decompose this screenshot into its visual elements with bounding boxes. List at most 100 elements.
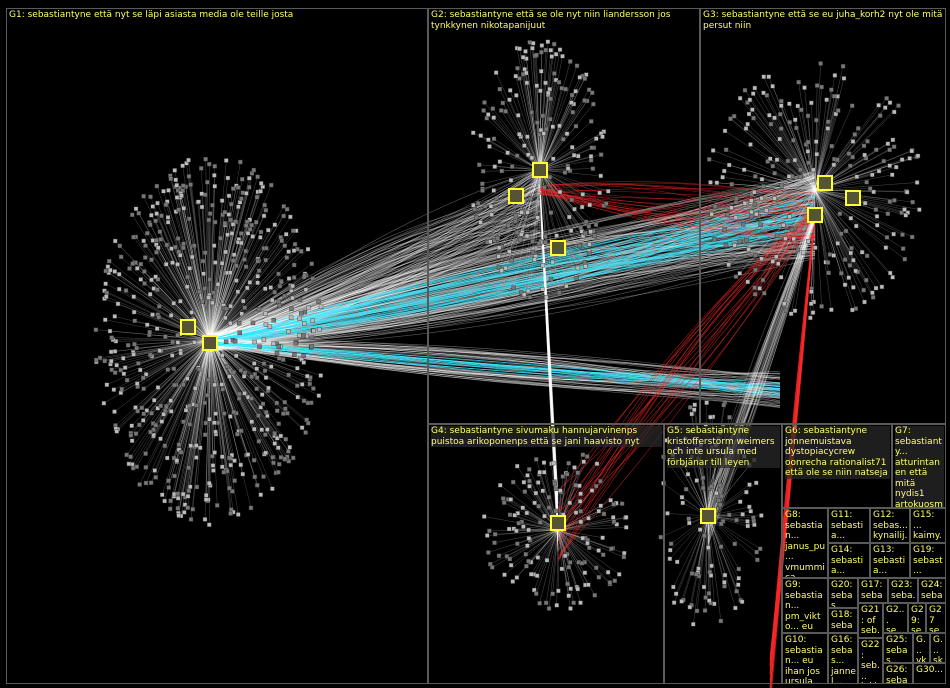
edge (488, 114, 541, 171)
edge (184, 339, 211, 505)
edge (763, 76, 816, 191)
edge (209, 178, 250, 341)
edge (157, 279, 211, 341)
edge (530, 529, 559, 563)
edge (749, 99, 816, 191)
node (288, 315, 294, 320)
node (271, 341, 276, 346)
edge (557, 529, 620, 575)
edge (209, 224, 234, 341)
edge (539, 78, 586, 171)
edge (197, 202, 211, 341)
node (263, 311, 268, 316)
edge (539, 89, 566, 171)
edge-bundle (209, 214, 816, 348)
edge (751, 189, 816, 195)
node (220, 464, 225, 470)
edge (539, 74, 587, 171)
edge (175, 211, 211, 341)
edge (111, 337, 211, 341)
node (281, 213, 286, 219)
group-label: G25: sebas... (886, 635, 908, 663)
edge (698, 515, 709, 577)
edge (539, 50, 547, 171)
edge (209, 173, 253, 341)
edge-bundle (539, 187, 816, 217)
edge (788, 176, 816, 191)
edge (498, 169, 541, 268)
edge (209, 339, 233, 456)
edge (209, 264, 295, 341)
group-box: G13: sebastia... että... (870, 543, 910, 578)
edge (209, 170, 255, 341)
edge (201, 193, 211, 341)
edge (151, 279, 211, 341)
edge (209, 186, 216, 341)
edge (96, 339, 211, 363)
edge (209, 223, 226, 341)
edge (539, 169, 584, 237)
edge (707, 515, 711, 573)
node (160, 492, 165, 497)
edge (137, 339, 211, 412)
edge-bundle (209, 210, 541, 349)
edge (167, 222, 211, 341)
edge (539, 103, 574, 171)
node (168, 498, 173, 504)
edge-bundle (209, 211, 816, 341)
edge-bundle (707, 215, 816, 518)
edge-bundle (707, 211, 816, 539)
node (263, 208, 269, 213)
edge (138, 339, 211, 364)
group-box: G... yk... (913, 633, 930, 663)
edge (539, 45, 543, 171)
edge (176, 185, 211, 341)
edge (209, 339, 242, 431)
edge (539, 529, 559, 604)
edge (539, 169, 557, 236)
group-box: G22: seb... jukk... (858, 638, 883, 684)
edge-bundle (209, 185, 541, 346)
node (187, 266, 193, 271)
edge (704, 515, 709, 611)
edge (808, 162, 816, 191)
edge-bundle (539, 192, 559, 538)
group-box: G15: ... kaimy... changi... (910, 508, 946, 543)
edge (536, 54, 541, 171)
edge (209, 200, 223, 341)
edge (673, 515, 709, 603)
edge (474, 169, 541, 210)
edge (139, 339, 211, 426)
group-label: G17: sebas... (861, 580, 883, 602)
edge (539, 112, 574, 171)
edge (747, 102, 816, 191)
edge (209, 187, 250, 341)
edge (750, 144, 816, 191)
group-box: G2... se... (883, 603, 908, 633)
edge-bundle (557, 208, 816, 560)
edge-bundle (209, 199, 541, 338)
edge (539, 44, 555, 171)
edge (509, 99, 541, 171)
edge (539, 169, 590, 252)
edge (209, 305, 231, 341)
edge (209, 231, 262, 341)
edge (209, 214, 223, 341)
edge-bundle (209, 176, 816, 335)
edge (707, 515, 726, 576)
edge (155, 276, 211, 341)
node (172, 244, 178, 250)
edge (501, 169, 541, 271)
edge-bundle (209, 194, 541, 347)
edge-bundle (539, 190, 559, 513)
edge (209, 339, 239, 432)
edge (715, 189, 816, 207)
edge (140, 339, 211, 371)
edge (154, 339, 211, 471)
node (194, 455, 199, 460)
edge (490, 169, 541, 242)
edge (539, 89, 590, 171)
edge (707, 515, 761, 550)
edge (156, 240, 211, 341)
edge (201, 206, 211, 341)
